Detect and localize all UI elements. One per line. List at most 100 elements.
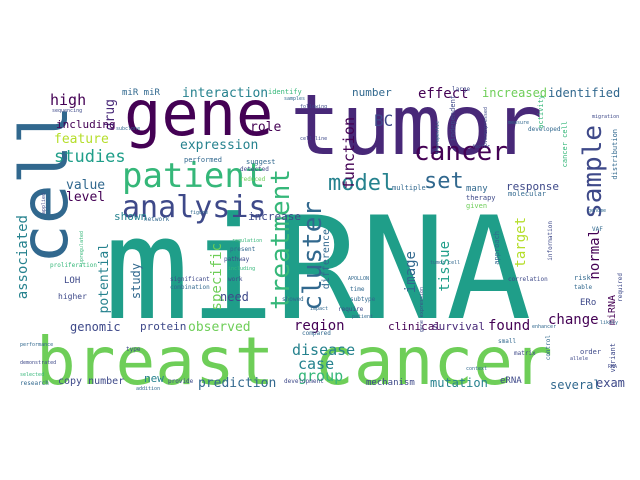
word-applied: applied: [41, 193, 47, 215]
word-sample: sample: [578, 125, 608, 219]
word-provide: provide: [168, 378, 194, 385]
word-expression: expression: [180, 138, 259, 153]
word-higher: higher: [58, 292, 87, 301]
word-overexpressed: overexpressed: [483, 107, 489, 147]
word-loh: LOH: [64, 276, 81, 286]
word-activity: activity: [537, 95, 545, 129]
word-pathway: pathway: [224, 256, 250, 263]
word-likely: likely: [600, 320, 619, 326]
word-significant: significant: [170, 276, 210, 283]
word-multiple: multiple: [392, 184, 426, 192]
word-demonstrated: demonstrated: [20, 360, 57, 366]
word-tumor-cell: tumor cell: [430, 260, 461, 266]
word-identified: identified: [548, 86, 621, 100]
word-cell-line: cell line: [300, 136, 328, 142]
word-gene: gene: [124, 81, 274, 150]
word-given: given: [466, 202, 488, 210]
word-information: information: [547, 221, 554, 261]
word-independent: independent: [449, 95, 457, 142]
word-following: following: [300, 104, 328, 110]
word-selected: selected: [20, 372, 45, 378]
word-factor: factor: [472, 144, 491, 150]
word-potential: potential: [97, 243, 112, 314]
word-time: time: [350, 286, 365, 293]
word-apollon: APOLLON: [348, 276, 370, 282]
word-proliferation: proliferation: [50, 262, 97, 269]
word-mir-mir: miR miR: [122, 88, 160, 98]
word-difference: difference: [321, 229, 332, 290]
word-new: new: [144, 372, 164, 385]
word-erna: eRNA: [500, 376, 522, 386]
word-cancer: cancer: [414, 137, 508, 167]
word-developed: developed: [528, 126, 561, 133]
word-copy-number: copy number: [58, 376, 125, 387]
word-enhancer: enhancer: [532, 324, 557, 330]
word-impact: impact: [310, 306, 329, 312]
word-clinical: clinical: [388, 320, 441, 333]
word-high: high: [50, 91, 87, 109]
word-number: number: [352, 86, 392, 99]
word-order: order: [580, 348, 602, 356]
word-increased: increased: [482, 86, 548, 100]
word-require: require: [338, 306, 364, 313]
word-studies: studies: [54, 147, 126, 167]
word-observed: observed: [188, 320, 251, 335]
word-present: present: [230, 246, 256, 253]
word-samples: samples: [284, 96, 306, 102]
word-including-small: including: [228, 266, 256, 272]
word-compared: compared: [302, 330, 331, 337]
word-network: network: [144, 216, 170, 223]
word-group: group: [298, 367, 344, 385]
word-set: set: [424, 169, 464, 194]
word-survival: survival: [432, 320, 485, 333]
word-increase: increase: [248, 210, 301, 223]
word-response: response: [506, 180, 559, 193]
word-region: region: [294, 318, 345, 334]
word-gene-expression: gene expression: [419, 287, 425, 333]
word-example: example: [596, 376, 626, 390]
word-associated: associated: [15, 215, 31, 300]
word-rna: RNA: [608, 364, 618, 370]
word-role: role: [250, 120, 282, 135]
word-treatment: treatment: [266, 169, 296, 310]
word-found: found: [488, 318, 531, 334]
word-need: need: [220, 290, 249, 304]
word-case: case: [298, 355, 335, 373]
word-feature: feature: [54, 132, 109, 147]
word-required: required: [617, 273, 624, 302]
word-function: function: [340, 117, 358, 190]
word-protein: protein: [140, 320, 187, 333]
word-mutation: mutation: [430, 376, 488, 390]
word-subtype: subtype: [350, 296, 376, 303]
word-model: model: [328, 171, 395, 196]
word-normal: normal: [587, 229, 603, 280]
word-prediction: prediction: [198, 376, 277, 391]
word-many: many: [466, 184, 488, 194]
word-control: control: [545, 335, 552, 361]
word-level: level: [66, 190, 106, 205]
word-detected: detected: [240, 166, 269, 173]
word-several: several: [550, 378, 601, 392]
word-regulation: regulation: [232, 238, 263, 244]
word-reduced: reduced: [240, 176, 266, 183]
word-sequencing: sequencing: [52, 108, 83, 114]
word-risk: risk: [574, 274, 591, 282]
word-bc: BC: [374, 111, 394, 130]
word-analysis: analysis: [122, 190, 267, 225]
word-large: large: [452, 86, 471, 93]
word-tumor: tumor: [290, 81, 543, 174]
word-distribution: distribution: [611, 129, 619, 180]
word-allele: allele: [570, 356, 589, 362]
word-study: study: [129, 263, 143, 300]
word-cloud: miRNA breast cancer tumor cell gene pati…: [14, 81, 626, 399]
word-molecular: molecular: [508, 190, 546, 198]
word-tissue: tissue: [437, 241, 453, 292]
word-suggest: suggest: [246, 158, 276, 166]
word-including: including: [56, 118, 116, 131]
word-genomic: genomic: [70, 320, 121, 334]
word-research: research: [20, 380, 49, 387]
word-type: type: [126, 346, 141, 353]
word-value: value: [66, 178, 106, 193]
word-identify: identify: [268, 88, 302, 96]
